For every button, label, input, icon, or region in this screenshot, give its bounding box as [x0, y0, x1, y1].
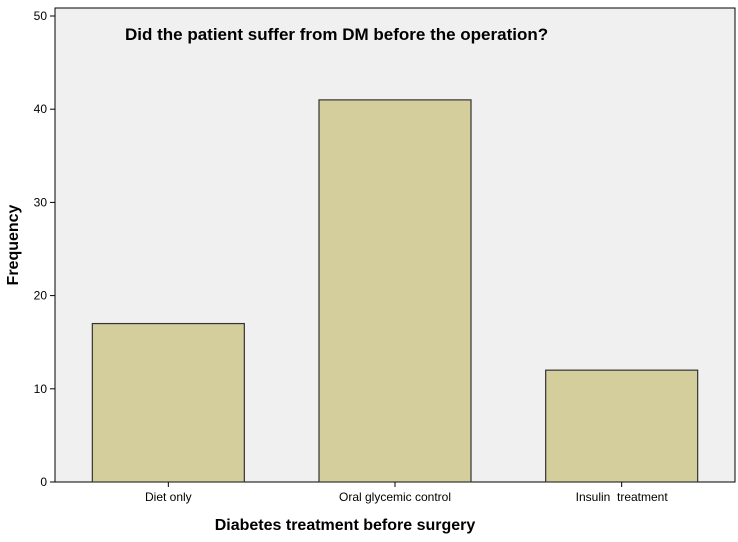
- bars-group: [91, 99, 699, 483]
- x-tick-label: Diet only: [145, 490, 192, 504]
- y-tick-label: 20: [34, 289, 48, 303]
- chart-title: Did the patient suffer from DM before th…: [125, 25, 548, 44]
- y-tick-label: 40: [34, 102, 48, 116]
- y-tick-label: 10: [34, 382, 48, 396]
- y-tick-label: 50: [34, 9, 48, 23]
- y-axis: 0 10 20 30 40 50: [34, 8, 56, 489]
- x-tick-label: Oral glycemic control: [339, 490, 451, 504]
- bar-insulin-treatment: [545, 369, 699, 483]
- y-tick-label: 0: [40, 475, 47, 489]
- y-axis-title: Frequency: [5, 204, 22, 285]
- bar-oral-glycemic-control: [318, 99, 472, 483]
- x-tick-label: Insulin treatment: [576, 490, 669, 504]
- bar-diet-only: [91, 322, 245, 483]
- y-tick-label: 30: [34, 195, 48, 209]
- x-axis: Diet only Oral glycemic control Insulin tr…: [145, 482, 668, 504]
- x-axis-title: Diabetes treatment before surgery: [215, 517, 476, 534]
